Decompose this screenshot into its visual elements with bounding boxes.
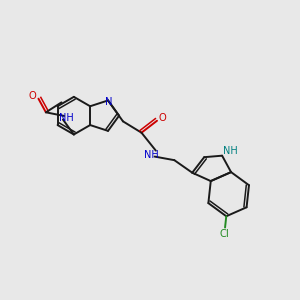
Text: N: N: [106, 97, 113, 106]
Text: O: O: [158, 113, 166, 123]
Text: NH: NH: [144, 150, 158, 160]
Text: Cl: Cl: [220, 229, 229, 239]
Text: O: O: [28, 91, 36, 101]
Text: NH: NH: [223, 146, 238, 156]
Text: NH: NH: [59, 113, 74, 123]
